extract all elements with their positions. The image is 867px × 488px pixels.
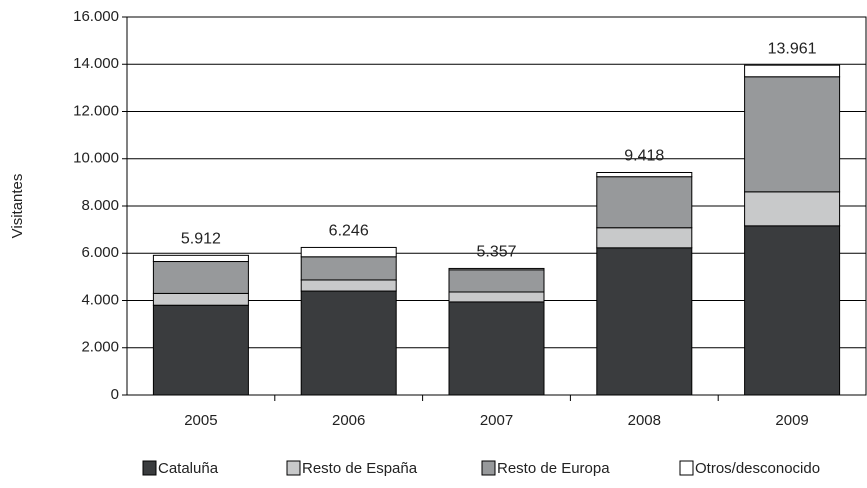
bar-segment: [744, 76, 841, 193]
bar-segment: [152, 254, 249, 263]
x-tick-label: 2008: [628, 412, 661, 429]
bar-segment: [744, 225, 841, 396]
total-label: 5.357: [476, 244, 516, 261]
y-tick-label: 0: [111, 386, 119, 403]
bar-segment: [744, 64, 841, 78]
legend-swatch: [679, 460, 694, 476]
legend-swatch: [142, 460, 157, 476]
bar-segment: [152, 304, 249, 396]
bar-segment: [596, 176, 693, 229]
bar-segment: [596, 227, 693, 249]
total-label: 6.246: [329, 223, 369, 240]
bar-segment: [596, 171, 693, 178]
y-tick-label: 8.000: [81, 197, 119, 214]
bar-segment: [152, 261, 249, 294]
y-tick-label: 10.000: [73, 150, 119, 167]
total-label: 5.912: [181, 231, 221, 248]
y-tick-label: 2.000: [81, 339, 119, 356]
x-tick-label: 2009: [775, 412, 808, 429]
bar-segment: [152, 292, 249, 306]
x-tick-label: 2006: [332, 412, 365, 429]
y-tick-label: 12.000: [73, 102, 119, 119]
bar-segment: [300, 279, 397, 292]
x-tick-label: 2007: [480, 412, 513, 429]
bar-segment: [300, 256, 397, 281]
bar-segment: [448, 291, 545, 303]
bar-segment: [744, 191, 841, 227]
x-tick-label: 2005: [184, 412, 217, 429]
y-tick-label: 4.000: [81, 291, 119, 308]
bar-segment: [300, 290, 397, 396]
legend-label: Otros/desconocido: [695, 460, 820, 477]
bar-segment: [448, 301, 545, 396]
legend-swatch: [286, 460, 301, 476]
legend-swatch: [481, 460, 496, 476]
bar-segment: [448, 269, 545, 293]
bar-segment: [300, 246, 397, 258]
y-tick-label: 6.000: [81, 244, 119, 261]
legend-label: Resto de España: [302, 460, 418, 477]
total-label: 13.961: [768, 40, 817, 57]
legend-label: Cataluña: [158, 460, 219, 477]
total-label: 9.418: [624, 148, 664, 165]
y-tick-label: 16.000: [73, 8, 119, 25]
legend-label: Resto de Europa: [497, 460, 610, 477]
y-tick-label: 14.000: [73, 55, 119, 72]
bar-segment: [448, 267, 545, 271]
bar-segment: [596, 247, 693, 396]
y-axis-title: Visitantes: [9, 174, 26, 239]
